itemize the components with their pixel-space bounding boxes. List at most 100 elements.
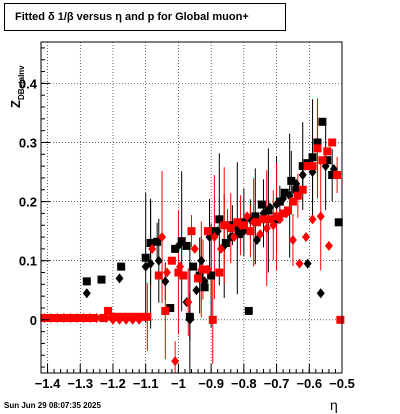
data-point-square — [117, 262, 126, 271]
data-point-square — [215, 215, 224, 224]
data-point-square — [182, 241, 191, 250]
data-point-diamond — [176, 261, 185, 272]
data-point-diamond — [316, 211, 325, 222]
data-point-square — [208, 315, 217, 324]
data-point-square — [334, 218, 343, 227]
data-point-diamond — [161, 276, 170, 287]
x-tick-label: −0.5 — [329, 376, 355, 391]
data-point-square — [207, 271, 216, 280]
datestamp: Sun Jun 29 08:07:35 2025 — [4, 401, 101, 410]
y-tick-label: 0 — [30, 313, 37, 328]
data-point-diamond — [72, 313, 81, 324]
data-point-square — [174, 268, 183, 277]
data-point-diamond — [184, 297, 193, 308]
svg-text:ZDBetaInv: ZDBetaInv — [8, 65, 26, 108]
data-point-diamond — [272, 199, 281, 210]
data-point-square — [328, 170, 337, 179]
data-point-square — [200, 283, 209, 292]
data-point-square — [146, 238, 155, 247]
data-point-diamond — [59, 313, 68, 324]
data-point-square — [226, 224, 235, 233]
data-point-square — [113, 312, 122, 321]
chart-title: Fitted δ 1/β versus η and p for Global m… — [4, 3, 286, 31]
data-point-diamond — [86, 313, 95, 324]
data-point-diamond — [316, 288, 325, 299]
axis-tick-labels: −1.4 −1.3 −1.2 −1.1 −1 −0.9 −0.8 −0.7 −0.6 −0.5 0 0… — [19, 76, 355, 391]
data-point-diamond — [197, 255, 206, 266]
axis-ticks — [41, 47, 343, 373]
data-point-diamond — [252, 235, 261, 246]
data-point-square — [179, 271, 188, 280]
data-point-square — [288, 197, 297, 206]
plot-frame — [40, 41, 343, 374]
x-tick-label: −0.9 — [198, 376, 224, 391]
data-point-diamond — [203, 264, 212, 275]
data-point-square — [266, 215, 275, 224]
y-axis-label: ZDBetaInv — [8, 65, 26, 108]
data-point-diamond — [53, 313, 62, 324]
data-point-square — [328, 138, 337, 147]
data-point-diamond — [256, 229, 265, 240]
data-point-diamond — [40, 313, 49, 324]
data-point-diamond — [115, 273, 124, 284]
data-point-diamond — [185, 314, 194, 325]
data-point-square — [166, 303, 175, 312]
data-point-diamond — [174, 240, 183, 251]
data-point-diamond — [200, 276, 209, 287]
data-point-square — [298, 185, 307, 194]
x-axis-label: η — [330, 397, 338, 413]
data-point-diamond — [171, 356, 180, 367]
data-point-diamond — [262, 223, 271, 234]
data-point-diamond — [66, 313, 75, 324]
x-tick-label: −0.7 — [264, 376, 290, 391]
data-point-square — [323, 147, 332, 156]
data-point-diamond — [279, 193, 288, 204]
x-tick-label: −1.1 — [133, 376, 159, 391]
data-point-diamond — [216, 243, 225, 254]
data-point-square — [187, 227, 196, 236]
data-point-square — [82, 277, 91, 286]
data-point-diamond — [324, 240, 333, 251]
data-point-diamond — [154, 255, 163, 266]
x-tick-label: −0.8 — [231, 376, 257, 391]
data-point-diamond — [102, 313, 111, 324]
data-point-square — [167, 256, 176, 265]
data-point-diamond — [192, 285, 201, 296]
data-point-square — [118, 312, 127, 321]
y-tick-label: 0.3 — [19, 135, 37, 150]
data-point-diamond — [292, 178, 301, 189]
data-point-square — [177, 237, 186, 246]
data-point-diamond — [190, 243, 199, 254]
data-point-square — [292, 185, 301, 194]
data-point-diamond — [210, 232, 219, 243]
data-point-square — [123, 312, 132, 321]
data-point-diamond — [269, 220, 278, 231]
x-tick-label: −0.6 — [296, 376, 322, 391]
data-point-square — [133, 312, 142, 321]
data-point-square — [333, 170, 342, 179]
x-tick-label: −1.3 — [67, 376, 93, 391]
data-point-square — [251, 212, 260, 221]
data-point-square — [275, 197, 284, 206]
data-point-square — [104, 306, 113, 315]
data-point-square — [272, 212, 281, 221]
data-point-square — [287, 176, 296, 185]
data-point-diamond — [46, 313, 55, 324]
data-point-square — [259, 215, 268, 224]
data-point-square — [318, 117, 327, 126]
data-point-diamond — [243, 211, 252, 222]
data-point-diamond — [128, 314, 137, 325]
data-point-square — [189, 262, 198, 271]
data-point-diamond — [148, 243, 157, 254]
x-tick-label: −1 — [171, 376, 186, 391]
data-point-diamond — [308, 214, 317, 225]
data-point-square — [284, 206, 293, 215]
data-point-square — [257, 200, 266, 209]
data-point-diamond — [135, 314, 144, 325]
data-point-square — [313, 138, 322, 147]
data-point-diamond — [266, 202, 275, 213]
x-tick-label: −1.4 — [35, 376, 61, 391]
data-point-diamond — [108, 314, 117, 325]
data-point-square — [264, 206, 273, 215]
